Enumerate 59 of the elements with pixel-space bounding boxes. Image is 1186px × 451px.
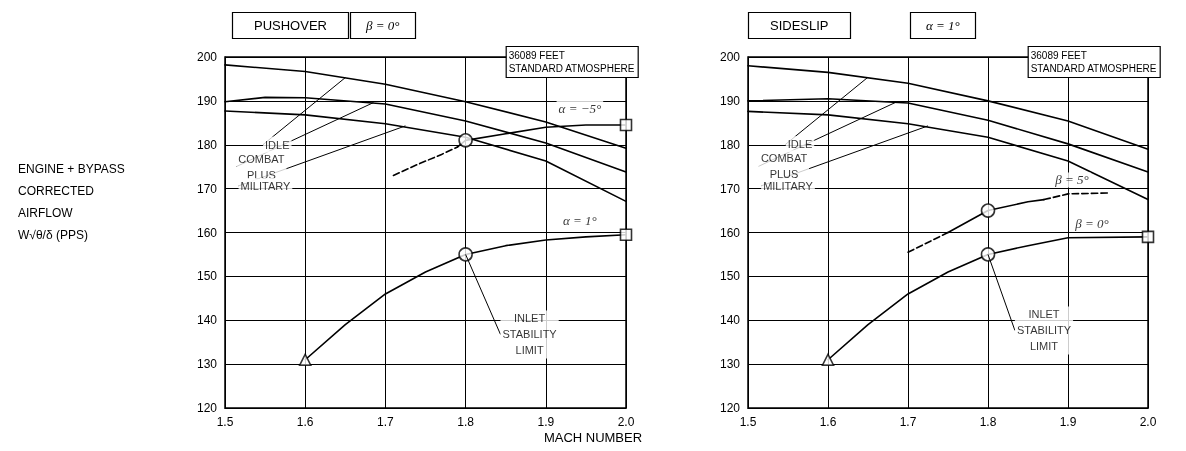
x-tick-label: 1.8 [457,415,475,429]
x-tick-label: 1.7 [377,415,395,429]
x-tick-label: 1.5 [216,415,234,429]
y-tick-label: 140 [719,313,741,328]
x-tick-label: 1.5 [739,415,757,429]
y-tick-label: 180 [196,137,218,152]
point [458,247,473,262]
x-tick-label: 2.0 [1139,415,1157,429]
annotation: INLET STABILITY LIMIT [502,312,558,357]
y-tick-label: 130 [719,357,741,372]
point [821,353,835,367]
x-tick-label: 1.7 [899,415,917,429]
chart-subtitle: α = 1° [926,18,960,33]
point [619,228,633,241]
x-tick-label: 1.6 [296,415,314,429]
point [980,203,996,218]
annotation: IDLE [787,138,813,151]
y-tick-label: 160 [196,225,218,240]
chart-title: SIDESLIP [770,18,829,33]
annotation: INLET STABILITY LIMIT [1016,308,1072,353]
y-tick-label: 170 [719,181,741,196]
y-tick-label: 180 [719,137,741,152]
y-axis-title: ENGINE + BYPASS CORRECTED AIRFLOW W√θ/δ (PPS) [18,162,125,242]
point [298,353,312,367]
x-tick-label: 1.9 [537,415,555,429]
annotation: MILITARY [240,179,291,192]
x-tick-label: 1.6 [819,415,837,429]
y-tick-label: 150 [196,269,218,284]
annotation: COMBAT PLUS [238,152,285,181]
x-tick-label: 2.0 [617,415,635,429]
annotation: β = 0° [1074,215,1109,231]
y-tick-label: 190 [719,93,741,108]
annotation: α = −5° [558,101,602,117]
x-tick-label: 1.8 [979,415,997,429]
point [1141,230,1155,244]
y-tick-label: 150 [719,269,741,284]
point [458,133,473,148]
y-tick-label: 170 [196,181,218,196]
y-tick-label: 120 [719,401,741,415]
chart-title: PUSHOVER [254,18,327,33]
annotation: 36089 FEET STANDARD ATMOSPHERE [508,50,635,74]
y-tick-label: 140 [196,313,218,328]
annotation: COMBAT PLUS [760,152,808,181]
annotation: MILITARY [763,179,814,192]
x-tick-label: 1.9 [1059,415,1077,429]
y-tick-label: 200 [196,50,218,64]
point [980,247,996,262]
annotation: IDLE [265,138,290,151]
chart-subtitle: β = 0° [365,18,400,33]
y-tick-label: 130 [196,357,218,372]
annotation: α = 1° [563,212,597,228]
annotation: 36089 FEET STANDARD ATMOSPHERE [1030,50,1157,74]
y-tick-label: 160 [719,225,741,240]
point [619,118,633,132]
y-tick-label: 120 [196,401,218,415]
y-tick-label: 200 [719,50,741,64]
x-axis-title: MACH NUMBER [542,430,644,445]
y-tick-label: 190 [196,93,218,108]
annotation: β = 5° [1054,172,1089,188]
